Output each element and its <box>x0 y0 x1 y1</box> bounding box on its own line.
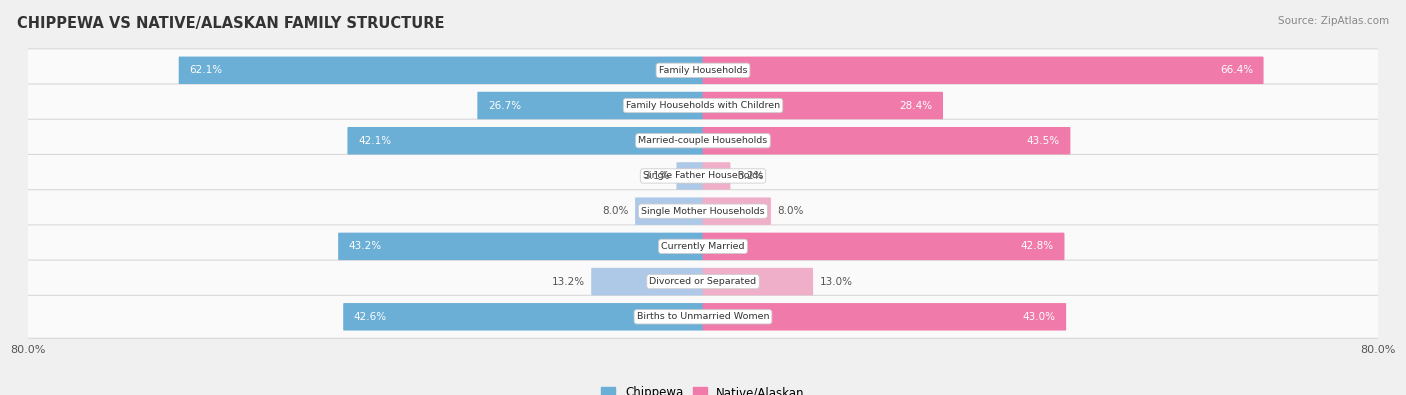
FancyBboxPatch shape <box>22 119 1384 162</box>
FancyBboxPatch shape <box>22 295 1384 338</box>
Text: 13.2%: 13.2% <box>551 276 585 287</box>
FancyBboxPatch shape <box>636 198 703 225</box>
Text: Source: ZipAtlas.com: Source: ZipAtlas.com <box>1278 16 1389 26</box>
FancyBboxPatch shape <box>703 127 1070 154</box>
Text: CHIPPEWA VS NATIVE/ALASKAN FAMILY STRUCTURE: CHIPPEWA VS NATIVE/ALASKAN FAMILY STRUCT… <box>17 16 444 31</box>
Text: 26.7%: 26.7% <box>488 100 522 111</box>
FancyBboxPatch shape <box>343 303 703 331</box>
Text: Currently Married: Currently Married <box>661 242 745 251</box>
FancyBboxPatch shape <box>478 92 703 119</box>
FancyBboxPatch shape <box>676 162 703 190</box>
FancyBboxPatch shape <box>22 260 1384 303</box>
Text: 3.2%: 3.2% <box>737 171 763 181</box>
FancyBboxPatch shape <box>703 233 1064 260</box>
Text: 43.0%: 43.0% <box>1022 312 1056 322</box>
FancyBboxPatch shape <box>703 56 1264 84</box>
Text: 43.2%: 43.2% <box>349 241 382 251</box>
Text: Single Father Households: Single Father Households <box>643 171 763 181</box>
Text: Births to Unmarried Women: Births to Unmarried Women <box>637 312 769 321</box>
FancyBboxPatch shape <box>703 268 813 295</box>
FancyBboxPatch shape <box>22 190 1384 233</box>
Text: 66.4%: 66.4% <box>1220 65 1253 75</box>
Text: 8.0%: 8.0% <box>602 206 628 216</box>
FancyBboxPatch shape <box>22 154 1384 198</box>
Text: 62.1%: 62.1% <box>190 65 222 75</box>
FancyBboxPatch shape <box>22 49 1384 92</box>
Text: Family Households with Children: Family Households with Children <box>626 101 780 110</box>
FancyBboxPatch shape <box>703 92 943 119</box>
Text: Married-couple Households: Married-couple Households <box>638 136 768 145</box>
Text: 13.0%: 13.0% <box>820 276 852 287</box>
FancyBboxPatch shape <box>591 268 703 295</box>
FancyBboxPatch shape <box>22 225 1384 268</box>
Text: 3.1%: 3.1% <box>644 171 671 181</box>
FancyBboxPatch shape <box>703 303 1066 331</box>
Text: 43.5%: 43.5% <box>1026 136 1060 146</box>
Text: 42.8%: 42.8% <box>1021 241 1054 251</box>
Legend: Chippewa, Native/Alaskan: Chippewa, Native/Alaskan <box>596 382 810 395</box>
Text: 28.4%: 28.4% <box>900 100 932 111</box>
FancyBboxPatch shape <box>339 233 703 260</box>
Text: 8.0%: 8.0% <box>778 206 804 216</box>
Text: Divorced or Separated: Divorced or Separated <box>650 277 756 286</box>
FancyBboxPatch shape <box>347 127 703 154</box>
FancyBboxPatch shape <box>703 162 731 190</box>
Text: 42.1%: 42.1% <box>359 136 391 146</box>
FancyBboxPatch shape <box>22 84 1384 127</box>
Text: 42.6%: 42.6% <box>354 312 387 322</box>
FancyBboxPatch shape <box>179 56 703 84</box>
Text: Single Mother Households: Single Mother Households <box>641 207 765 216</box>
Text: Family Households: Family Households <box>659 66 747 75</box>
FancyBboxPatch shape <box>703 198 770 225</box>
